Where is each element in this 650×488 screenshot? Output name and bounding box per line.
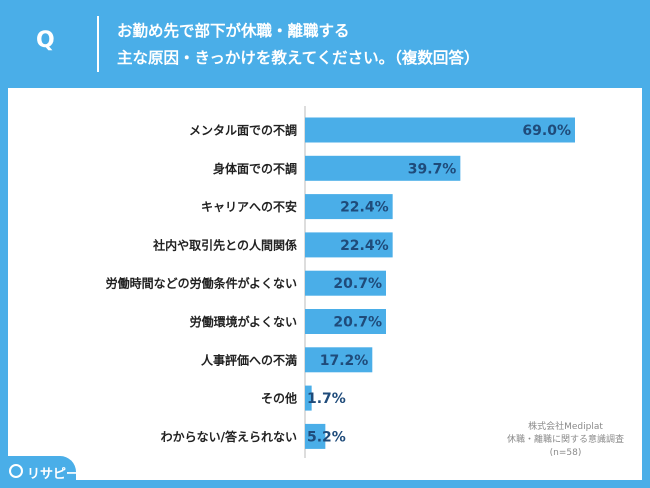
bar-4 [305,270,386,296]
header-divider [97,16,99,72]
value-label-5: 20.7% [333,315,382,331]
bar-7 [305,385,312,411]
bar-8 [305,423,326,449]
bar-chart: メンタル面での不調 69.0% 身体面での不調 39.7% キャリアへの不安 22.4% 社… [106,106,575,458]
chart-panel: メンタル面での不調 69.0% 身体面での不調 39.7% キャリアへの不安 22.4% 社… [8,88,642,480]
category-label-3: 社内や取引先との人間関係 [152,237,297,252]
question-mark: Q [36,28,55,53]
category-label-5: 労働環境がよくない [190,314,297,329]
category-label-4: 労働時間などの労働条件がよくない [106,276,297,291]
value-label-7: 1.7% [307,391,346,407]
category-label-8: わからない/答えられない [161,429,297,444]
category-label-7: その他 [261,391,297,406]
bar-0 [305,117,575,143]
question-line-1: お勤め先で部下が休職・離職する [117,22,350,40]
category-label-0: メンタル面での不調 [189,123,297,138]
source-note: 株式会社Mediplat 休職・離職に関する意識調査 (n=58) [507,421,624,460]
source-company: 株式会社Mediplat [528,422,603,432]
question-line-2: 主な原因・きっかけを教えてください。（複数回答） [117,49,480,67]
category-label-1: 身体面での不調 [213,161,297,176]
question-header: Q お勤め先で部下が休職・離職する 主な原因・きっかけを教えてください。（複数回… [0,0,650,88]
source-survey: 休職・離職に関する意識調査 [506,435,624,445]
value-label-1: 39.7% [408,161,457,177]
value-label-2: 22.4% [340,200,389,216]
value-label-8: 5.2% [307,429,346,445]
risapi-logo: リサピー [0,456,80,488]
bar-3 [305,232,393,258]
category-label-2: キャリアへの不安 [201,199,297,214]
value-label-3: 22.4% [340,238,389,254]
bar-1 [305,155,461,181]
logo-icon [9,464,23,478]
logo-text: リサピー [27,467,80,482]
value-label-0: 69.0% [522,123,571,139]
bar-6 [305,347,373,373]
source-sample-size: (n=58) [549,448,582,458]
category-label-6: 人事評価への不満 [201,352,297,367]
value-label-4: 20.7% [333,276,382,292]
bar-5 [305,309,386,334]
bar-2 [305,194,393,220]
value-label-6: 17.2% [320,353,369,369]
